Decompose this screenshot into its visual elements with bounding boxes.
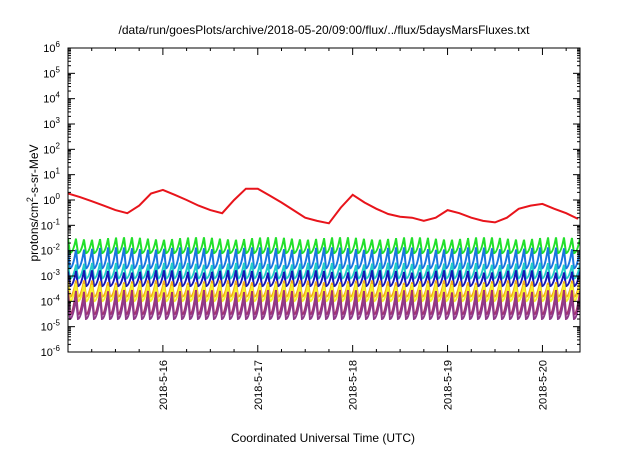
y-tick-exp: -1: [53, 217, 61, 226]
y-tick-base: 10: [43, 43, 55, 55]
y-tick-label: 101: [43, 167, 60, 182]
y-axis-label: protons/cm2-s-sr-MeV: [25, 144, 41, 261]
x-tick-label: 2018-5-17: [253, 360, 265, 410]
band-series-5: [68, 283, 580, 303]
x-axis: 2018-5-16 2018-5-17 2018-5-18 2018-5-19 2018…: [91, 48, 567, 410]
band-series-1: [68, 247, 580, 270]
y-tick-label: 10-2: [41, 243, 61, 258]
x-tick-label: 2018-5-20: [537, 360, 549, 410]
y-axis-label-rest: -s-sr-MeV: [27, 144, 41, 197]
y-tick-base: 10: [41, 322, 53, 334]
y-tick-base: 10: [41, 246, 53, 258]
y-tick-label: 10-4: [41, 293, 61, 308]
y-tick-exp: 3: [56, 116, 61, 125]
y-tick-base: 10: [43, 195, 55, 207]
y-tick-label: 10-1: [41, 217, 61, 232]
plot-area: [67, 47, 581, 353]
y-axis-label-sup: 2: [25, 197, 35, 202]
y-tick-base: 10: [41, 220, 53, 232]
y-tick-base: 10: [41, 296, 53, 308]
x-tick-label: 2018-5-19: [443, 360, 455, 410]
x-axis-label: Coordinated Universal Time (UTC): [231, 431, 415, 445]
y-tick-label: 103: [43, 116, 60, 131]
y-tick-exp: 5: [56, 65, 61, 74]
y-axis-label-base: protons/cm: [27, 202, 41, 261]
y-tick-label: 10-3: [41, 268, 61, 283]
y-tick-exp: 4: [56, 91, 61, 100]
y-tick-exp: -5: [53, 319, 61, 328]
y-tick-exp: -4: [53, 293, 61, 302]
y-tick-base: 10: [43, 119, 55, 131]
y-axis: 10-610-510-410-310-210-11001011021031041…: [41, 40, 580, 359]
band-series-7: [68, 295, 580, 321]
y-tick-exp: -6: [53, 344, 61, 353]
x-tick-label: 2018-5-16: [158, 360, 170, 410]
y-tick-label: 10-6: [41, 344, 61, 359]
y-tick-exp: -3: [53, 268, 61, 277]
band-series-0: [68, 237, 580, 255]
y-tick-base: 10: [41, 347, 53, 359]
y-tick-label: 105: [43, 65, 60, 80]
y-tick-base: 10: [43, 144, 55, 156]
y-tick-exp: -2: [53, 243, 61, 252]
x-tick-label: 2018-5-18: [348, 360, 360, 410]
y-tick-label: 100: [43, 192, 60, 207]
y-tick-base: 10: [43, 94, 55, 106]
series-group: [68, 187, 580, 321]
chart-title: /data/run/goesPlots/archive/2018-05-20/0…: [119, 23, 531, 37]
y-tick-label: 102: [43, 141, 60, 156]
series-line-0: [68, 187, 579, 225]
band-series-2: [68, 262, 580, 280]
y-tick-label: 104: [43, 91, 60, 106]
y-tick-base: 10: [43, 170, 55, 182]
y-tick-base: 10: [41, 271, 53, 283]
y-tick-base: 10: [43, 68, 55, 80]
y-tick-label: 106: [43, 40, 60, 55]
band-series-3: [68, 270, 580, 288]
y-tick-exp: 6: [56, 40, 61, 49]
y-tick-label: 10-5: [41, 319, 61, 334]
y-tick-exp: 1: [56, 167, 61, 176]
y-tick-exp: 0: [56, 192, 61, 201]
y-tick-exp: 2: [56, 141, 61, 150]
